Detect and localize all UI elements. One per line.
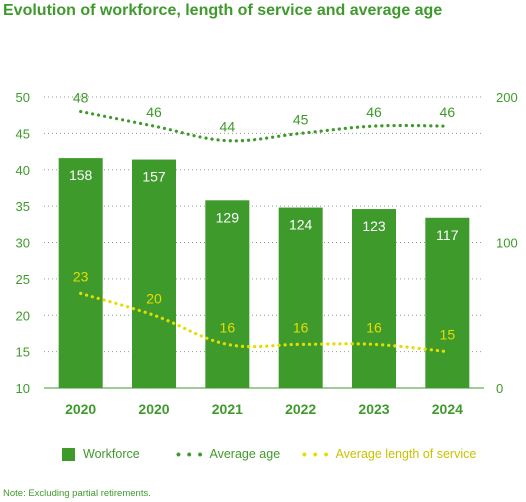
- legend-age-dots: • • •: [176, 446, 204, 462]
- footnote: Note: Excluding partial retirements.: [3, 488, 151, 499]
- legend-service-label: Average length of service: [335, 447, 477, 461]
- left-axis-tick-label: 15: [16, 345, 30, 360]
- service-length-line: [79, 291, 449, 354]
- left-axis-tick-label: 50: [16, 90, 30, 105]
- category-label: 2024: [432, 401, 463, 417]
- workforce-bar-label: 129: [216, 209, 240, 225]
- average-age-label: 46: [440, 104, 456, 120]
- left-axis-tick-label: 35: [16, 199, 30, 214]
- right-axis-tick-label: 100: [496, 236, 518, 251]
- workforce-bar: [278, 207, 323, 388]
- category-label: 2023: [358, 401, 389, 417]
- legend-age-label: Average age: [209, 447, 281, 461]
- average-age-line: [79, 109, 449, 143]
- left-axis-tick-label: 25: [16, 272, 30, 287]
- workforce-bar: [58, 158, 103, 388]
- service-length-label: 16: [220, 319, 236, 335]
- workforce-bar-label: 123: [362, 218, 386, 234]
- right-axis-tick-label: 0: [496, 381, 503, 396]
- workforce-bar: [205, 200, 250, 388]
- bar-layer: [58, 158, 470, 388]
- legend-service: • • • Average length of service: [302, 446, 476, 462]
- left-axis-tick-label: 45: [16, 126, 30, 141]
- workforce-bar: [425, 217, 470, 388]
- average-age-label: 48: [73, 90, 89, 106]
- category-label: 2020: [65, 401, 96, 417]
- workforce-bar: [352, 209, 396, 388]
- workforce-bar-label: 117: [436, 227, 459, 243]
- left-axis-tick-label: 30: [16, 236, 30, 251]
- average-age-label: 46: [366, 104, 382, 120]
- category-label: 2020: [138, 401, 169, 417]
- chart-title: Evolution of workforce, length of servic…: [3, 2, 443, 19]
- service-length-label: 15: [440, 327, 456, 343]
- average-age-label: 44: [220, 119, 236, 135]
- legend-workforce: Workforce: [62, 446, 140, 462]
- service-length-label: 16: [293, 319, 309, 335]
- average-age-label: 46: [146, 104, 162, 120]
- legend-workforce-label: Workforce: [83, 447, 140, 461]
- workforce-bar: [132, 159, 176, 388]
- line-layer: [79, 109, 449, 354]
- right-axis-tick-label: 200: [496, 90, 518, 105]
- service-length-label: 23: [73, 268, 89, 284]
- legend-age: • • • Average age: [176, 446, 280, 462]
- workforce-bar-label: 157: [142, 169, 166, 185]
- legend-workforce-swatch: [62, 447, 75, 461]
- left-axis-tick-label: 10: [16, 381, 30, 396]
- workforce-bar-label: 158: [69, 167, 93, 183]
- label-layer: 158 157 129 124 123 117 48 46 44 45 46 46 23 20 16 16 16…: [69, 90, 459, 343]
- left-axis-tick-label: 40: [16, 163, 30, 178]
- workforce-bar-label: 124: [289, 217, 313, 233]
- service-length-label: 16: [366, 319, 382, 335]
- category-label: 2022: [285, 401, 316, 417]
- left-axis-tick-label: 20: [16, 308, 30, 323]
- grid-layer: [44, 96, 484, 353]
- service-length-label: 20: [146, 290, 162, 306]
- legend-service-dots: • • •: [302, 446, 330, 462]
- category-label: 2021: [212, 401, 243, 417]
- average-age-label: 45: [293, 111, 309, 127]
- chart-svg: 158 157 129 124 123 117 48 46 44 45 46 46 23 20 16 16 16…: [16, 90, 518, 417]
